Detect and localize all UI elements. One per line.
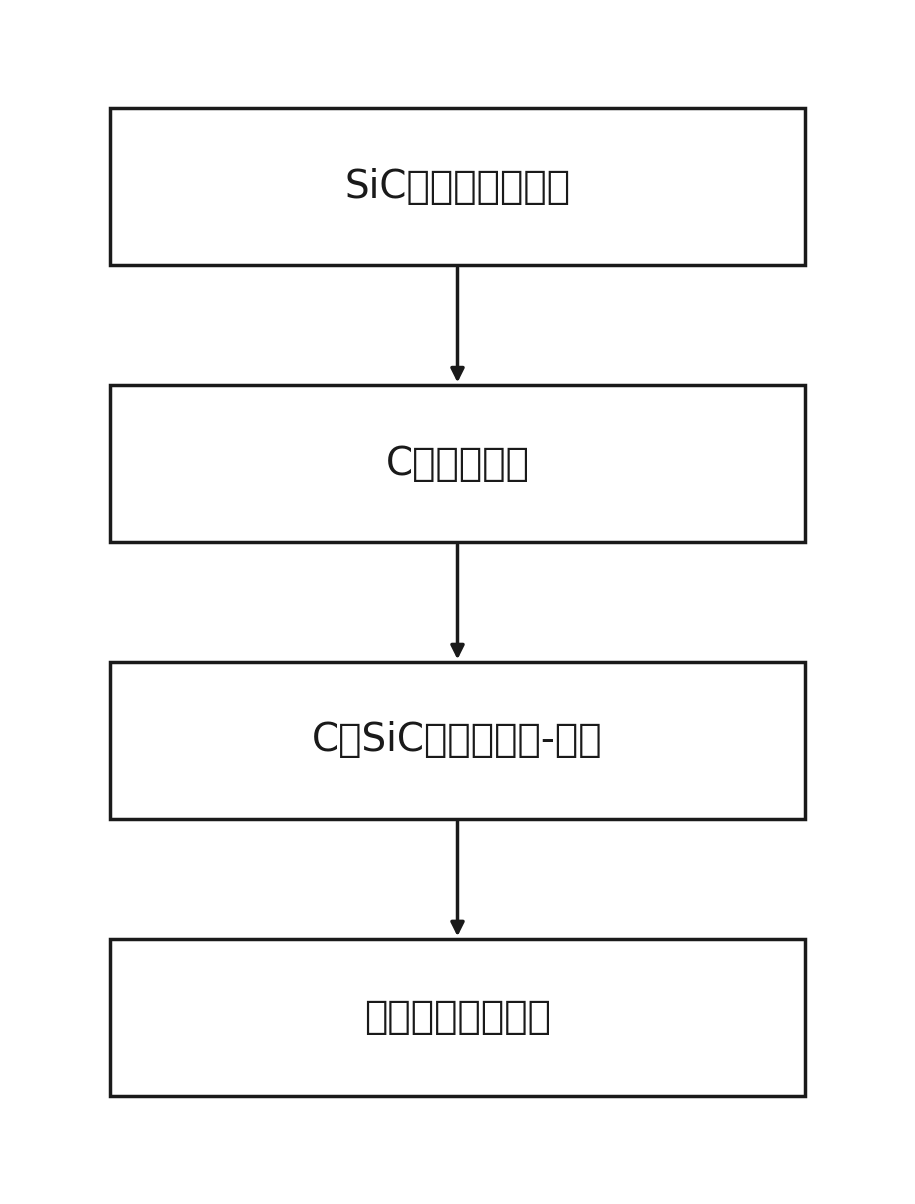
- FancyBboxPatch shape: [110, 108, 805, 265]
- Text: C源高温分解: C源高温分解: [385, 444, 530, 483]
- Text: C在SiC表面的重构-成核: C在SiC表面的重构-成核: [312, 721, 603, 760]
- FancyBboxPatch shape: [110, 939, 805, 1096]
- Text: SiC衬底表面预处理: SiC衬底表面预处理: [344, 167, 571, 206]
- FancyBboxPatch shape: [110, 662, 805, 819]
- FancyBboxPatch shape: [110, 385, 805, 542]
- Text: 石墨烯的二维成长: 石墨烯的二维成长: [364, 998, 551, 1037]
